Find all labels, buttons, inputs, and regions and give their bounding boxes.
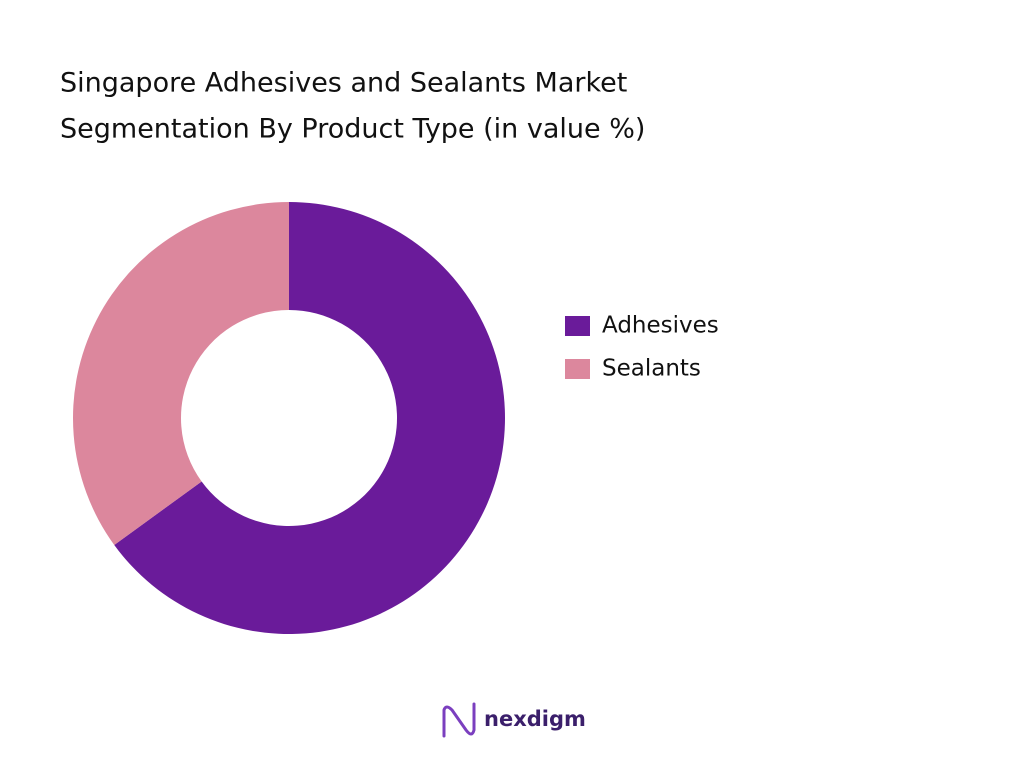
logo-text: nexdigm [484,707,586,731]
donut-segment [73,202,289,545]
chart-title-line: Segmentation By Product Type (in value %… [60,114,645,145]
chart-title-line: Singapore Adhesives and Sealants Market [60,68,627,99]
legend-label: Sealants [602,356,701,382]
legend-label: Adhesives [602,313,719,339]
logo-icon [442,702,476,738]
legend-swatch [565,316,590,336]
donut-segment [114,202,506,634]
legend-swatch [565,359,590,379]
